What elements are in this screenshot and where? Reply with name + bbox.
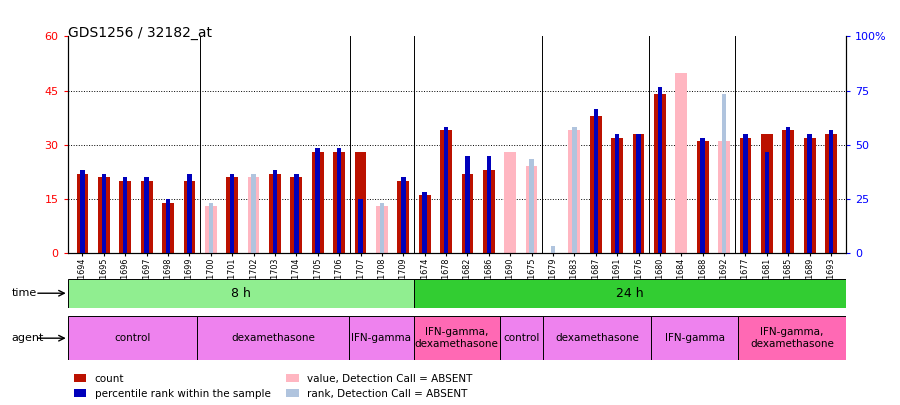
Bar [462,174,473,253]
Bar [529,159,534,253]
Bar [487,156,491,253]
Bar [697,141,708,253]
Bar [205,206,217,253]
Bar [166,199,170,253]
Bar [398,181,410,253]
Bar [782,130,794,253]
Bar [316,148,320,253]
Bar [500,316,544,360]
Text: control: control [503,333,540,343]
Bar [804,138,815,253]
Text: agent: agent [12,333,44,343]
Bar [251,174,256,253]
Bar [144,177,148,253]
Bar [358,199,363,253]
Bar [294,174,299,253]
Bar [444,127,448,253]
Bar [413,316,500,360]
Bar [269,174,281,253]
Text: GDS1256 / 32182_at: GDS1256 / 32182_at [68,26,211,40]
Bar [572,127,577,253]
Bar [722,94,726,253]
Bar [348,316,413,360]
Bar [123,177,128,253]
Bar [68,279,413,308]
Bar [654,94,666,253]
Text: dexamethasone: dexamethasone [231,333,315,343]
Bar [551,246,555,253]
Text: IFN-gamma: IFN-gamma [664,333,725,343]
Bar [333,152,345,253]
Bar [380,202,384,253]
Bar [483,170,495,253]
Bar [76,174,88,253]
Bar [652,316,738,360]
Bar [184,181,195,253]
Bar [98,177,110,253]
Bar [615,134,619,253]
Bar [765,152,770,253]
Bar [465,156,470,253]
Bar [226,177,239,253]
Bar [544,316,652,360]
Bar [786,127,790,253]
Bar [102,174,106,253]
Text: IFN-gamma: IFN-gamma [351,333,411,343]
Bar [140,181,152,253]
Bar [197,316,348,360]
Bar [526,166,537,253]
Bar [700,138,705,253]
Legend: count, percentile rank within the sample, value, Detection Call = ABSENT, rank, : count, percentile rank within the sample… [73,373,473,400]
Bar [740,138,752,253]
Bar [376,206,388,253]
Bar [743,134,748,253]
Bar [590,116,601,253]
Text: control: control [114,333,150,343]
Bar [825,134,837,253]
Bar [312,152,324,253]
Bar [593,109,598,253]
Bar [658,87,662,253]
Bar [413,279,846,308]
Bar [337,148,341,253]
Bar [738,316,846,360]
Bar [291,177,302,253]
Bar [633,134,644,253]
Bar [611,138,623,253]
Bar [636,134,641,253]
Bar [230,174,234,253]
Bar [401,177,406,253]
Text: IFN-gamma,
dexamethasone: IFN-gamma, dexamethasone [750,327,834,349]
Bar [422,192,427,253]
Text: dexamethasone: dexamethasone [555,333,639,343]
Bar [761,134,773,253]
Bar [718,141,730,253]
Bar [80,170,85,253]
Bar [120,181,131,253]
Bar [209,202,213,253]
Bar [418,195,430,253]
Bar [68,316,197,360]
Bar [675,72,688,253]
Text: 8 h: 8 h [230,287,250,300]
Bar [504,152,516,253]
Bar [162,202,174,253]
Bar [248,177,259,253]
Bar [273,170,277,253]
Bar [829,130,833,253]
Bar [187,174,192,253]
Text: 24 h: 24 h [616,287,644,300]
Text: IFN-gamma,
dexamethasone: IFN-gamma, dexamethasone [415,327,499,349]
Bar [355,152,366,253]
Bar [807,134,812,253]
Text: time: time [12,288,37,298]
Bar [569,130,580,253]
Bar [440,130,452,253]
